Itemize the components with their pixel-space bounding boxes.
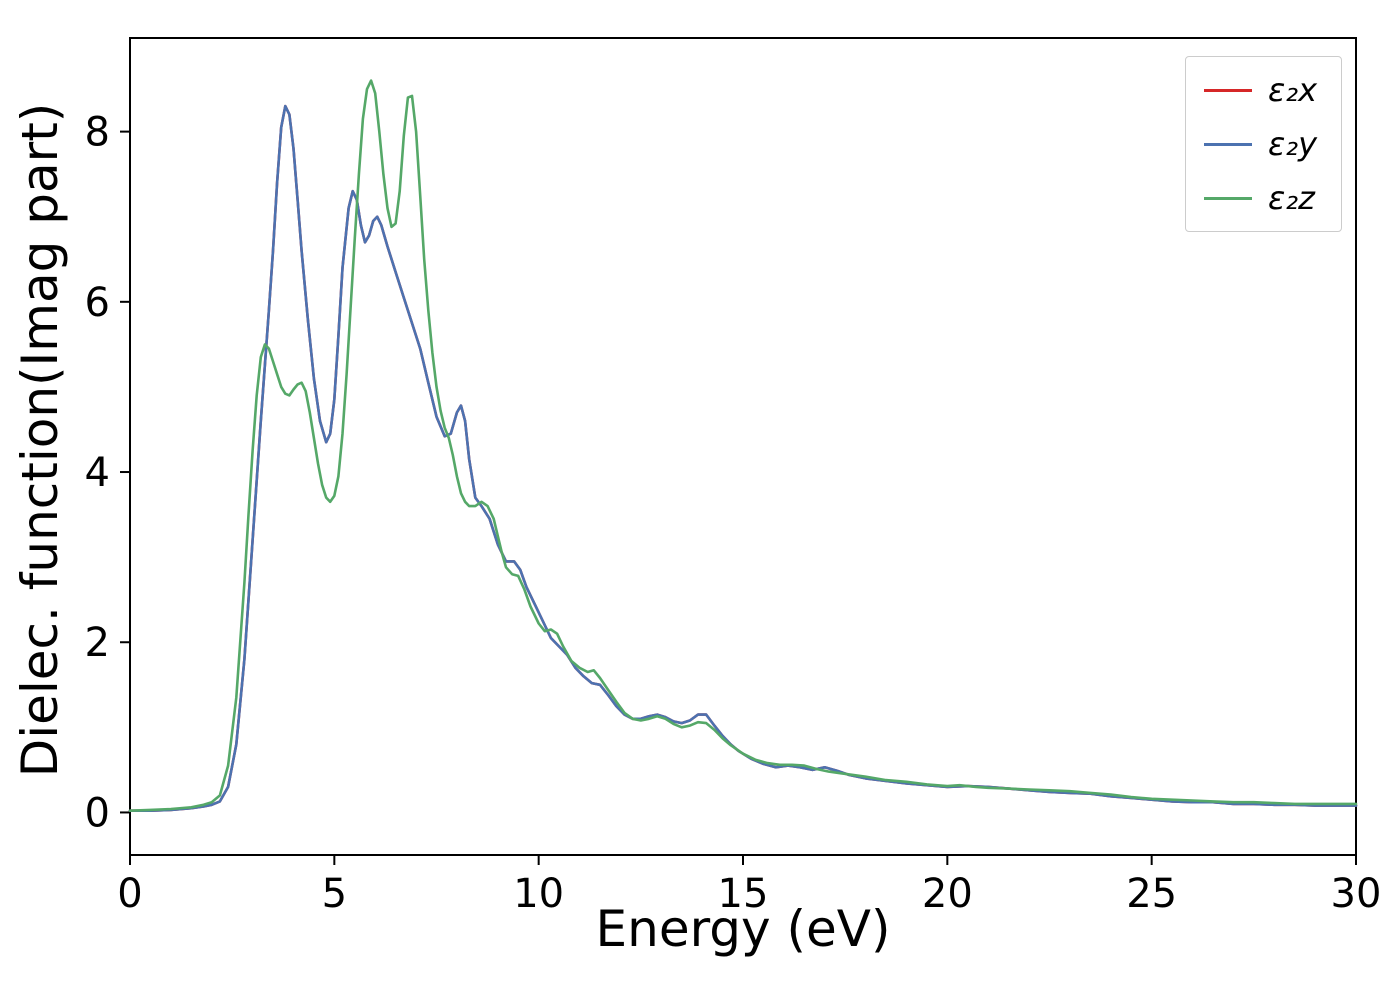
y-tick-label: 0 <box>85 790 110 836</box>
y-tick-label: 8 <box>85 110 110 156</box>
y-tick-label: 4 <box>85 450 110 496</box>
x-tick-label: 10 <box>513 871 564 917</box>
legend-swatch-2 <box>1203 196 1252 200</box>
x-tick-label: 25 <box>1126 871 1177 917</box>
axes-frame <box>129 37 1357 856</box>
y-axis-label: Dielec. function(Imag part) <box>11 102 69 778</box>
series-line-1 <box>128 104 1358 812</box>
legend-item-e2x: ε₂x <box>1203 71 1317 109</box>
legend-item-e2z: ε₂z <box>1203 179 1317 217</box>
series-line-2 <box>128 79 1358 812</box>
legend-item-e2y: ε₂y <box>1203 125 1317 163</box>
legend-swatch-1 <box>1203 142 1252 146</box>
y-tick-label: 6 <box>85 280 110 326</box>
x-tick-label: 30 <box>1331 871 1382 917</box>
legend-label-e2z: ε₂z <box>1267 179 1315 217</box>
x-tick-label: 0 <box>117 871 142 917</box>
x-tick-label: 5 <box>322 871 347 917</box>
legend-label-e2x: ε₂x <box>1267 71 1317 109</box>
legend-swatch-0 <box>1203 88 1252 92</box>
x-tick-label: 20 <box>922 871 973 917</box>
legend-label-e2y: ε₂y <box>1267 125 1317 163</box>
legend: ε₂x ε₂y ε₂z <box>1184 56 1342 232</box>
y-tick-label: 2 <box>85 620 110 666</box>
series-line-0 <box>128 104 1358 812</box>
x-axis-label: Energy (eV) <box>595 900 891 958</box>
x-tick-label: 15 <box>718 871 769 917</box>
